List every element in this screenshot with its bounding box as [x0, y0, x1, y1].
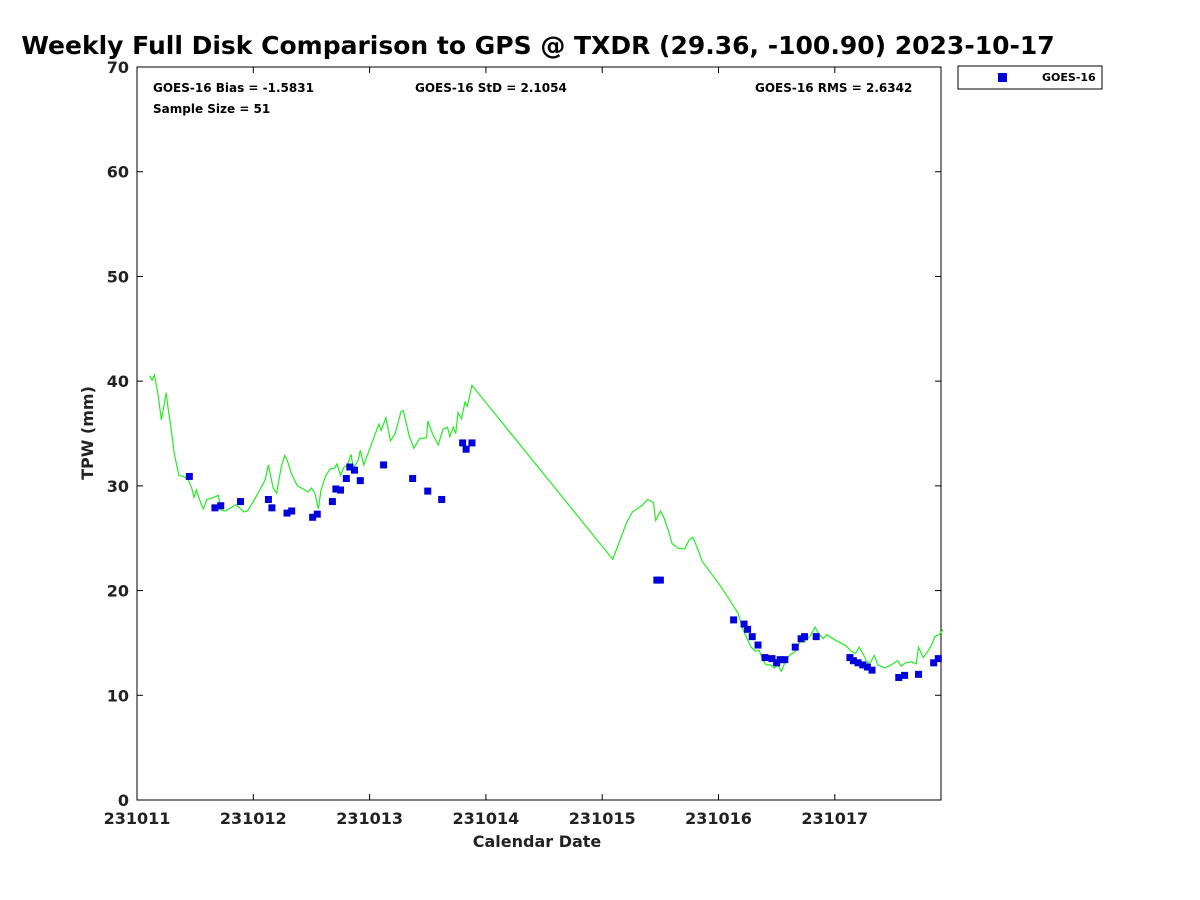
goes16-point [849, 657, 857, 665]
goes16-point [901, 671, 909, 679]
goes16-point [350, 466, 358, 474]
goes16-point [185, 472, 193, 480]
series-layer [149, 372, 944, 681]
goes16-point [781, 656, 789, 664]
legend-label-goes16: GOES-16 [1042, 71, 1096, 84]
goes16-point [730, 616, 738, 624]
goes16-point [283, 509, 291, 517]
gps-line [149, 372, 944, 673]
stat-bias: GOES-16 Bias = -1.5831 [153, 81, 314, 95]
goes16-point [761, 654, 769, 662]
goes16-point [211, 504, 219, 512]
goes16-point [264, 495, 272, 503]
goes16-point [744, 625, 752, 633]
legend-marker-goes16 [998, 73, 1007, 82]
goes16-point [356, 477, 364, 485]
goes16-point [332, 485, 340, 493]
x-axis: 231011 231012 231013 231014 231015 231016 2310… [104, 67, 868, 828]
x-tick-label: 231017 [801, 809, 868, 828]
goes16-point [438, 495, 446, 503]
stat-rms: GOES-16 RMS = 2.6342 [755, 81, 912, 95]
y-tick-label: 70 [107, 58, 129, 77]
y-tick-label: 60 [107, 163, 129, 182]
goes16-point [791, 643, 799, 651]
x-tick-label: 231013 [336, 809, 403, 828]
goes16-point [748, 633, 756, 641]
x-tick-label: 231012 [220, 809, 287, 828]
goes16-point [217, 502, 225, 510]
legend: GOES-16 [957, 65, 1103, 90]
goes16-point [868, 666, 876, 674]
goes16-point [268, 504, 276, 512]
goes16-point [656, 576, 664, 584]
goes16-point [754, 641, 762, 649]
y-axis-label: TPW (mm) [78, 386, 97, 480]
plot-frame [136, 66, 942, 801]
goes16-point [895, 673, 903, 681]
plot-area [136, 66, 942, 801]
goes16-point [237, 498, 245, 506]
y-tick-label: 40 [107, 372, 129, 391]
stat-sample-size: Sample Size = 51 [153, 102, 270, 116]
goes16-point [915, 670, 923, 678]
x-tick-label: 231014 [453, 809, 520, 828]
goes16-point [462, 445, 470, 453]
goes16-point [459, 439, 467, 447]
goes16-point [346, 463, 354, 471]
goes16-point [812, 633, 820, 641]
x-axis-label: Calendar Date [473, 832, 602, 851]
legend-box [957, 65, 1103, 90]
goes16-point [409, 475, 417, 483]
goes16-point [801, 633, 809, 641]
y-tick-label: 20 [107, 582, 129, 601]
goes16-point [934, 655, 942, 663]
x-tick-label: 231015 [569, 809, 636, 828]
goes16-point [859, 661, 867, 669]
goes16-point [342, 475, 350, 483]
y-tick-label: 50 [107, 267, 129, 286]
goes16-point [776, 656, 784, 664]
stat-std: GOES-16 StD = 2.1054 [415, 81, 567, 95]
chart-title: Weekly Full Disk Comparison to GPS @ TXD… [21, 31, 1054, 60]
y-axis: 0 10 20 30 40 50 60 70 [107, 58, 941, 810]
goes16-point [740, 620, 748, 628]
goes16-point [288, 507, 296, 515]
y-tick-label: 30 [107, 477, 129, 496]
goes16-point [424, 487, 432, 495]
goes16-point [380, 461, 388, 469]
y-tick-label: 10 [107, 686, 129, 705]
x-tick-label: 231011 [104, 809, 171, 828]
goes16-point [309, 513, 317, 521]
goes16-point [337, 486, 345, 494]
goes16-point [863, 663, 871, 671]
goes16-point [468, 439, 476, 447]
x-tick-label: 231016 [685, 809, 752, 828]
goes16-point [768, 655, 776, 663]
goes16-point [328, 498, 336, 506]
goes16-point [854, 659, 862, 667]
goes16-point [930, 659, 938, 667]
y-tick-label: 0 [118, 791, 129, 810]
goes16-point [313, 510, 321, 518]
